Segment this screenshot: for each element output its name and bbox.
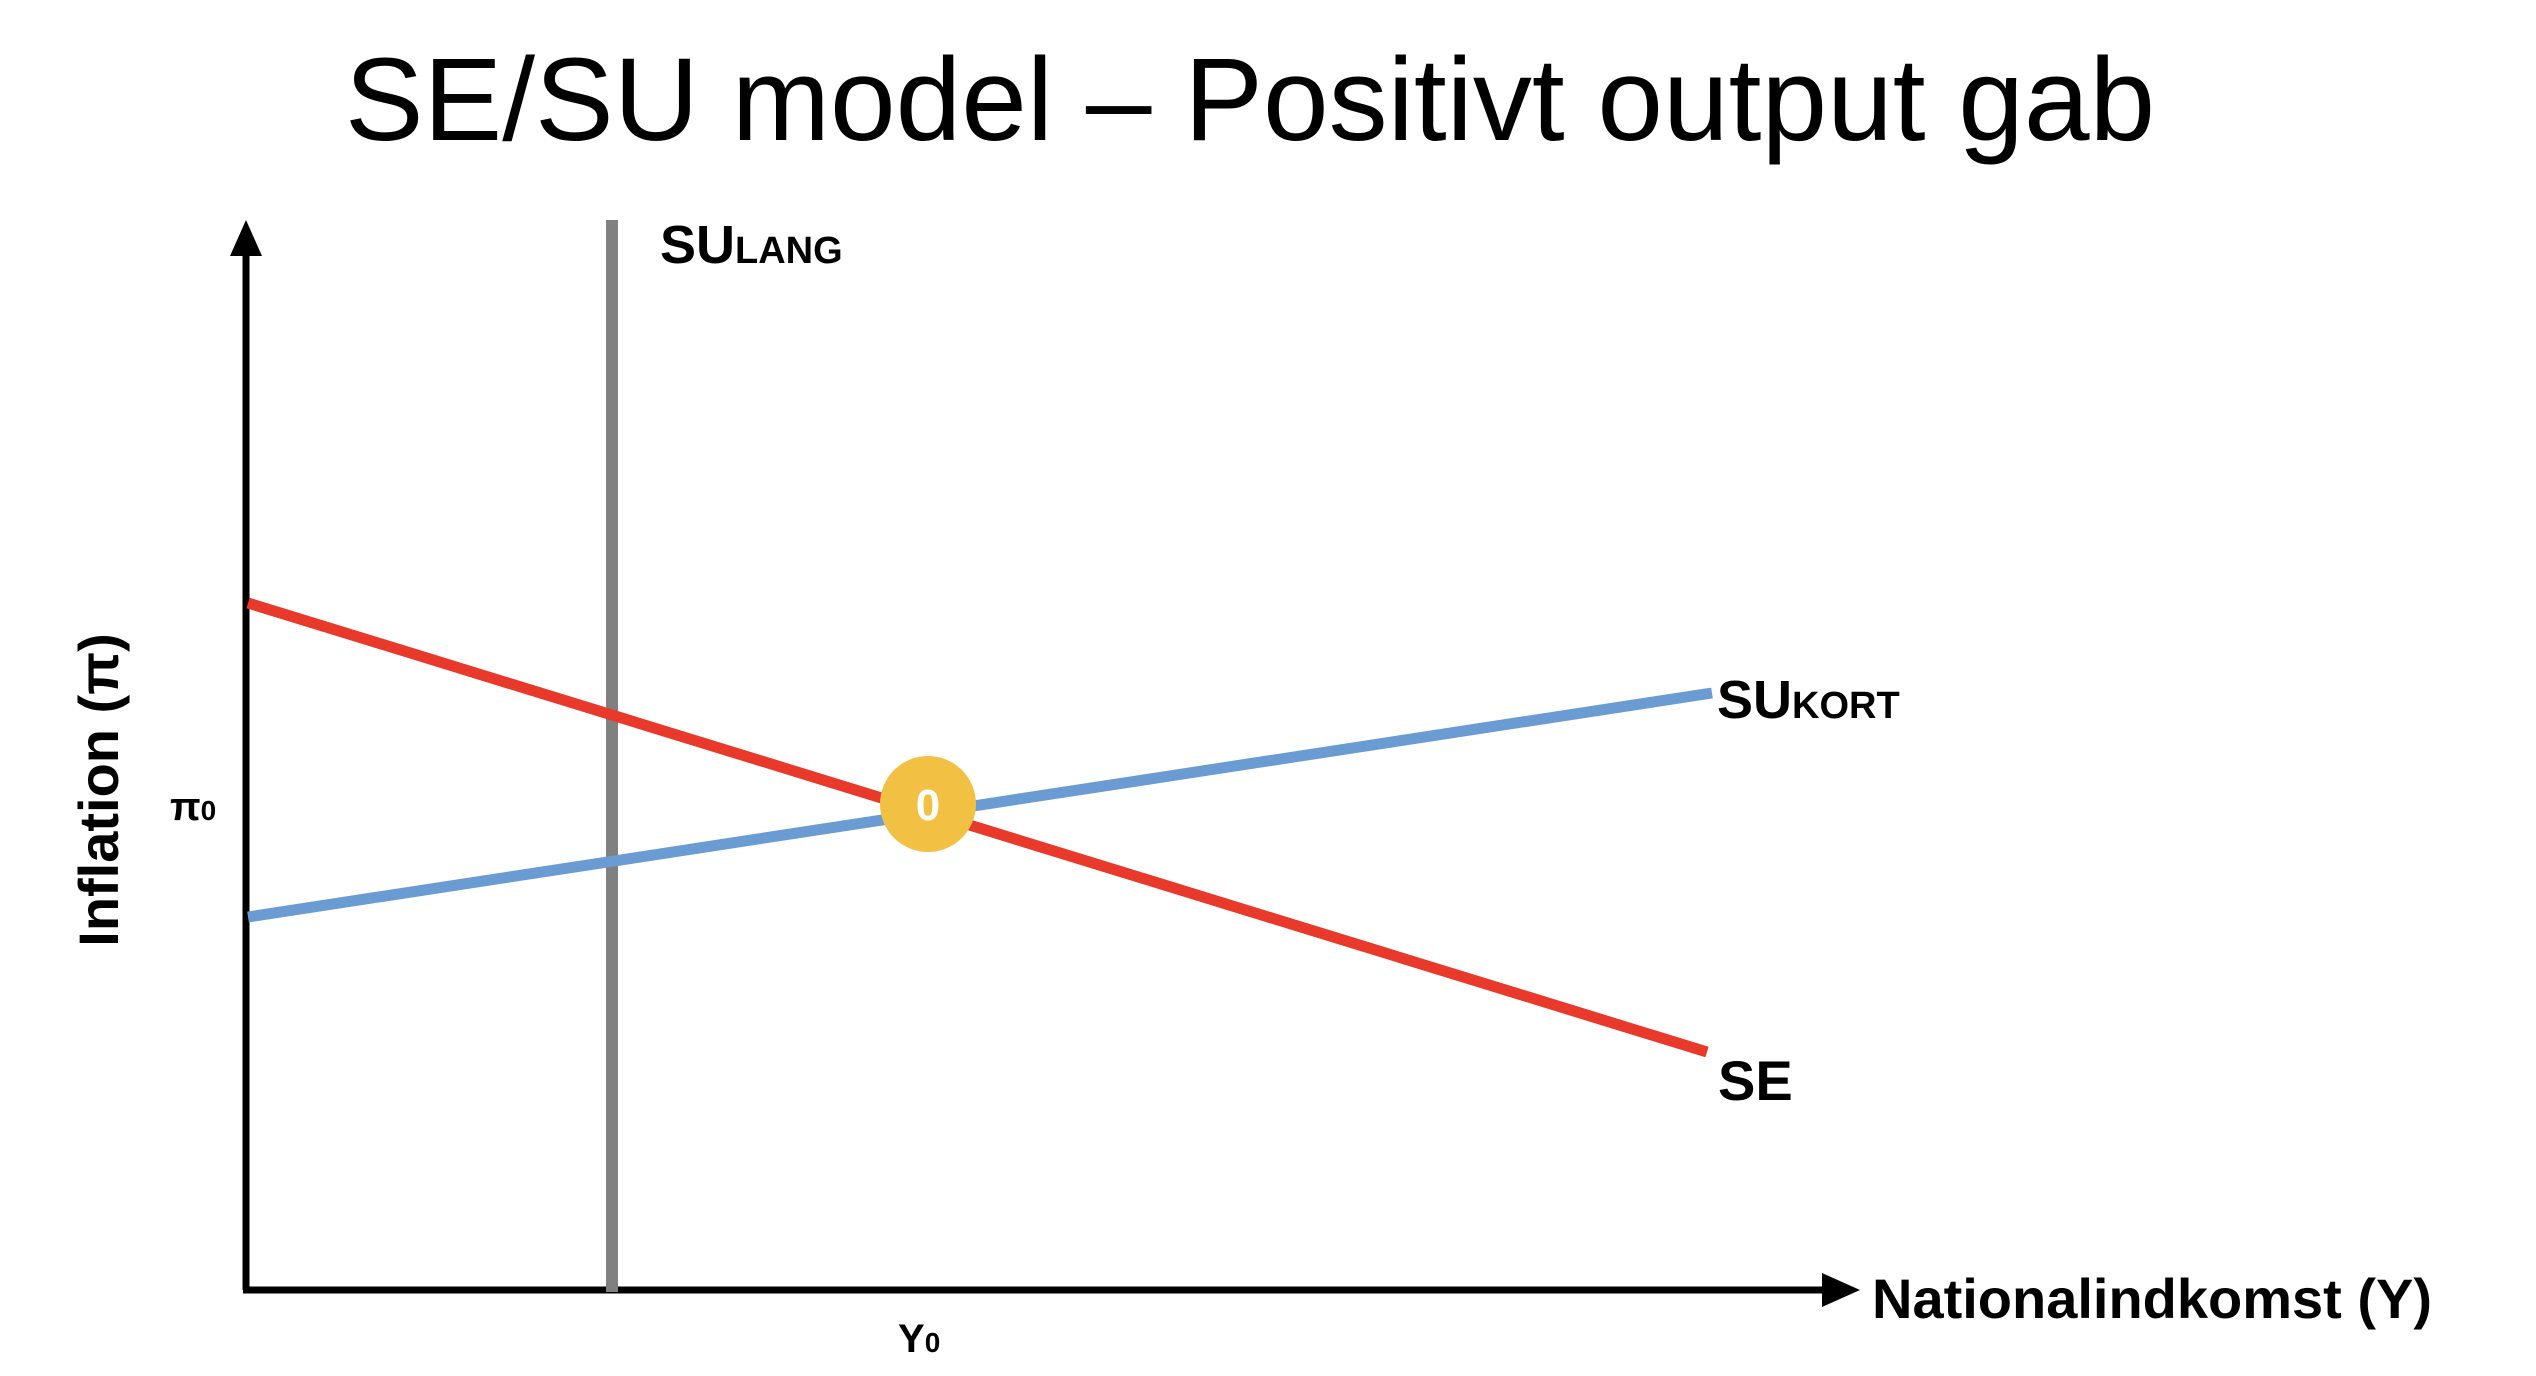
x-axis-arrow-icon — [1822, 1273, 1860, 1307]
equilibrium-label: 0 — [916, 781, 940, 830]
su-kort-curve — [247, 687, 1713, 923]
equilibrium-point — [880, 756, 976, 852]
y-axis-arrow-icon — [230, 220, 262, 256]
su-kort-label: SUKORT — [1717, 670, 1900, 730]
x-axis-label: Nationalindkomst (Y) — [1872, 1267, 2432, 1330]
x-tick-label: Y0 — [898, 1317, 940, 1361]
se-label: SE — [1718, 1049, 1793, 1112]
y-tick-label: π0 — [170, 785, 216, 829]
su-lang-label: SULANG — [660, 215, 843, 275]
page-title: SE/SU model – Positivt output gab — [345, 34, 2155, 166]
y-axis-label: Inflation (π) — [67, 633, 130, 946]
se-curve — [246, 597, 1709, 1058]
